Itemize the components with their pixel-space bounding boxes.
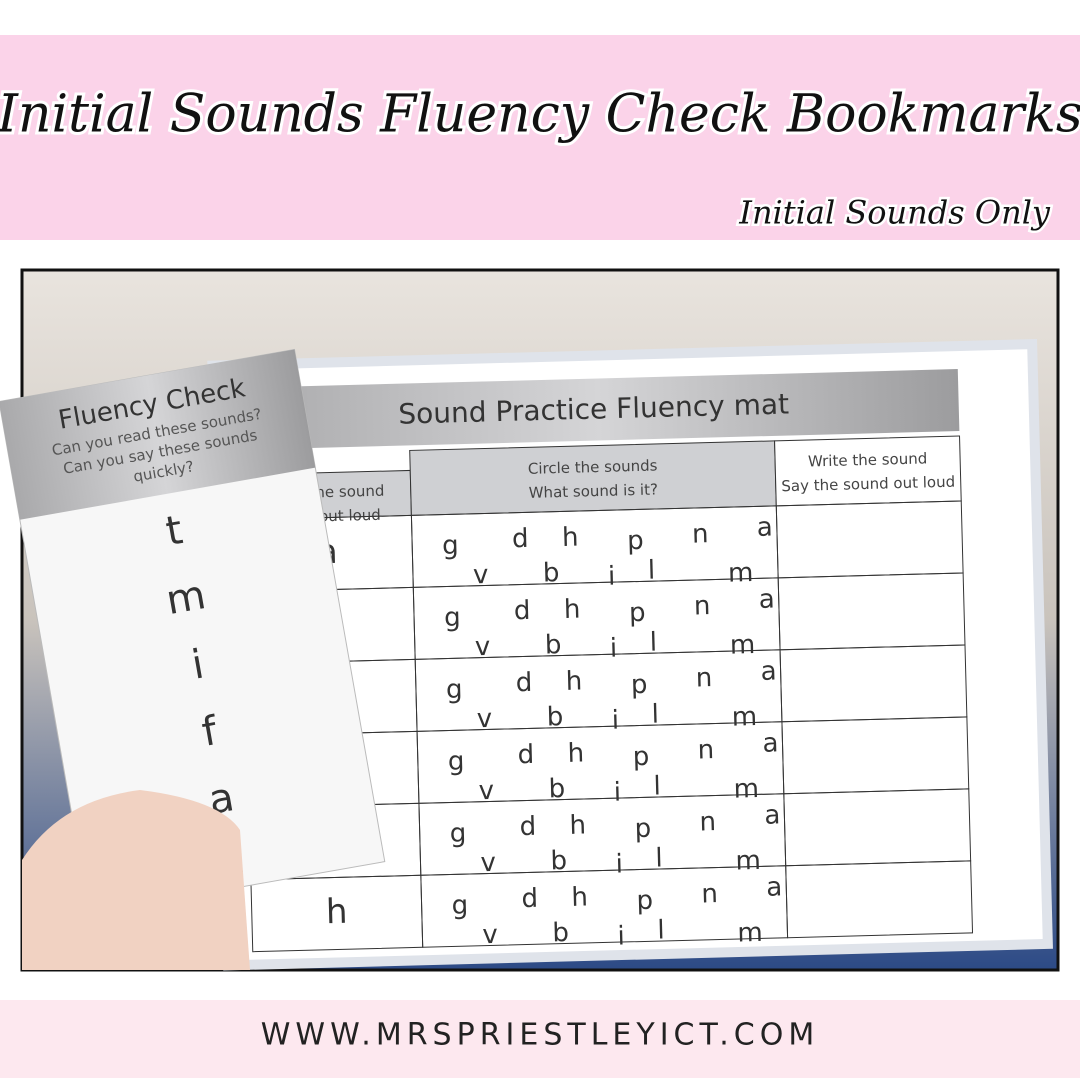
circle-sound: b xyxy=(550,846,567,876)
column-header-text: Write the sound xyxy=(808,449,928,470)
circle-sound: v xyxy=(473,560,489,590)
circle-sound: d xyxy=(512,524,529,554)
table-cell xyxy=(785,860,974,939)
circle-sound: g xyxy=(446,675,463,705)
circle-sound: l xyxy=(657,915,665,945)
circle-sound: m xyxy=(735,846,761,877)
circle-sound: i xyxy=(617,921,625,951)
header-band xyxy=(0,35,1080,240)
circle-sound: l xyxy=(653,771,661,801)
circle-sound: b xyxy=(548,774,565,804)
circle-sound: n xyxy=(692,519,709,549)
circle-sound: h xyxy=(567,738,584,768)
circle-sound: h xyxy=(571,882,588,912)
bookmark: Fluency Check Can you read these sounds?… xyxy=(0,348,386,915)
circle-sound: h xyxy=(564,595,581,625)
circle-sound: g xyxy=(442,531,459,561)
title: Initial Sounds Fluency Check Bookmarks xyxy=(0,85,1080,145)
circle-sound: a xyxy=(766,872,783,902)
circle-sound: p xyxy=(632,742,649,772)
column-header xyxy=(774,435,962,507)
circle-sound: v xyxy=(482,920,498,950)
circle-sound: v xyxy=(478,776,494,806)
circle-sound: m xyxy=(733,774,759,805)
circle-sound: n xyxy=(695,663,712,693)
circle-sound: p xyxy=(629,598,646,628)
circle-sound: m xyxy=(730,630,756,661)
circle-sound: n xyxy=(701,879,718,909)
circle-sound: i xyxy=(611,706,619,736)
circle-sound: i xyxy=(610,634,618,664)
circle-sound: i xyxy=(608,562,616,592)
circle-sound: b xyxy=(552,918,569,948)
circle-sound: g xyxy=(449,819,466,849)
circle-sound: g xyxy=(451,891,468,921)
circle-sound: n xyxy=(693,591,710,621)
column-header-text: Say the sound out loud xyxy=(781,473,955,496)
mat: Sound Practice Fluency mat Read the soun… xyxy=(207,338,1053,971)
circle-sound: d xyxy=(515,668,532,698)
column-header xyxy=(409,440,777,516)
circle-sound: v xyxy=(476,704,492,734)
circle-sound: i xyxy=(613,778,621,808)
row-sound: h xyxy=(325,892,348,933)
circle-sound: b xyxy=(546,702,563,732)
circle-sound: m xyxy=(731,702,757,733)
circle-sound: d xyxy=(519,812,536,842)
circle-sound: a xyxy=(756,512,773,542)
circle-sound: b xyxy=(544,630,561,660)
column-header-text: Circle the sounds xyxy=(528,456,658,477)
circle-sound: a xyxy=(758,584,775,614)
circle-sound: l xyxy=(648,556,656,586)
circle-sound: p xyxy=(636,886,653,916)
circle-sound: p xyxy=(631,670,648,700)
circle-sound: m xyxy=(737,918,763,949)
circle-sound: m xyxy=(728,558,754,589)
footer-url: WWW.MRSPRIESTLEYICT.COM xyxy=(261,1018,820,1053)
mat-header xyxy=(238,369,960,450)
bookmark-letter: m xyxy=(163,572,209,624)
circle-sound: p xyxy=(634,814,651,844)
circle-sound: v xyxy=(480,848,496,878)
hand xyxy=(22,790,250,970)
bookmark-header xyxy=(0,349,316,520)
circle-sound: h xyxy=(562,523,579,553)
circle-sound: d xyxy=(517,740,534,770)
circle-sound: h xyxy=(569,810,586,840)
circle-sound: h xyxy=(565,667,582,697)
circle-sound: l xyxy=(655,843,663,873)
circle-sound: n xyxy=(697,735,714,765)
circle-sound: b xyxy=(543,558,560,588)
circle-sound: v xyxy=(474,632,490,662)
circle-sound: g xyxy=(444,603,461,633)
circle-sound: n xyxy=(699,807,716,837)
circle-sound: d xyxy=(521,884,538,914)
circle-sound: a xyxy=(764,800,781,830)
circle-sound: d xyxy=(514,596,531,626)
circle-sound: p xyxy=(627,526,644,556)
circle-sound: g xyxy=(447,747,464,777)
circle-sound: a xyxy=(762,728,779,758)
circle-sound: l xyxy=(651,700,659,730)
footer-band xyxy=(0,1000,1080,1078)
circle-sound: a xyxy=(760,656,777,686)
circle-sound: i xyxy=(615,850,623,880)
column-header-text: What sound is it? xyxy=(528,480,658,501)
subtitle: Initial Sounds Only xyxy=(738,194,1051,232)
circle-sound: l xyxy=(649,628,657,658)
